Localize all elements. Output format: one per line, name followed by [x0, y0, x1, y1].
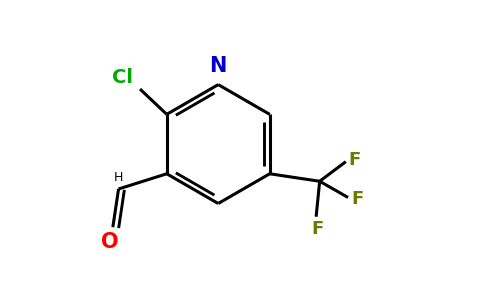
Text: Cl: Cl [111, 68, 133, 87]
Text: N: N [210, 56, 227, 76]
Text: F: F [349, 151, 361, 169]
Text: F: F [312, 220, 324, 238]
Text: F: F [351, 190, 363, 208]
Text: H: H [114, 171, 123, 184]
Text: O: O [101, 232, 119, 252]
